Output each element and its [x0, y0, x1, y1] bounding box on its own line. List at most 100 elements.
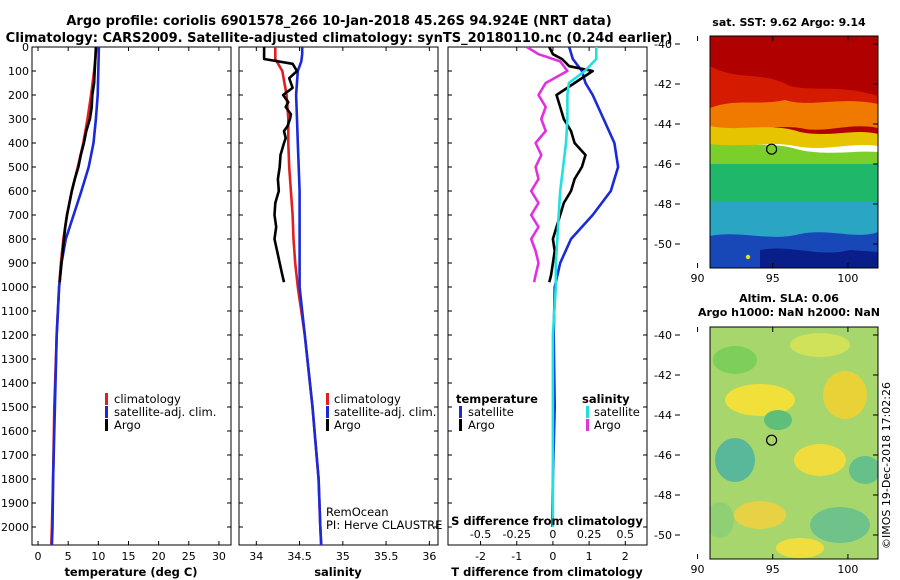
- x-tick-label: 34: [249, 550, 263, 563]
- difference-panel: -2 -1 0 1 2 -0.5 -0.25 0 0.25 0.5 T difference f…: [447, 46, 648, 579]
- salinity-x-ticks: 34 34.5 35 35.5 36: [249, 47, 436, 563]
- x-tick-label: 30: [212, 550, 226, 563]
- sst-band-coldest: [760, 248, 878, 268]
- map-lat-label: -50: [654, 529, 672, 542]
- map-lat-label: -46: [654, 158, 672, 171]
- sla-blob: [810, 507, 870, 543]
- series-line-argo: [262, 47, 299, 283]
- sst-map-frame: [709, 35, 879, 269]
- x-tick-label: 15: [121, 550, 135, 563]
- y-tick-label: 1400: [1, 377, 29, 390]
- s-difference-x-label: S difference from climatology: [451, 514, 643, 528]
- x-tick-label: 34.5: [287, 550, 312, 563]
- sst-band-green: [710, 144, 878, 168]
- sst-map-blank: [675, 36, 710, 268]
- legend-label-argo: Argo: [334, 418, 361, 432]
- imos-credit: ©IMOS 19-Dec-2018 17:02:26: [880, 382, 893, 549]
- x-tick-label: 0: [35, 550, 42, 563]
- legend-title-temperature: temperature: [456, 392, 538, 406]
- sla-blob: [764, 410, 792, 430]
- y-tick-label: 800: [8, 233, 29, 246]
- salinity-difference-ticks: -0.5 -0.25 0 0.25 0.5: [470, 528, 634, 541]
- sla-blob: [790, 333, 850, 357]
- sst-float-marker: [765, 143, 778, 155]
- map-lat-label: -42: [654, 369, 672, 382]
- legend-swatch-satellite: [326, 406, 329, 418]
- difference-y-ticks: [448, 46, 647, 528]
- legend-label-t-argo: Argo: [468, 418, 495, 432]
- difference-axes-frame: [447, 46, 648, 546]
- sst-band-cyan: [710, 202, 878, 238]
- map-lat-label: -48: [654, 198, 672, 211]
- sst-band-yellow: [710, 126, 878, 148]
- x-tick-label: 25: [182, 550, 196, 563]
- x-tick-label: 36: [422, 550, 436, 563]
- y-tick-label: 900: [8, 257, 29, 270]
- y-tick-label: 400: [8, 137, 29, 150]
- legend-swatch-climatology: [105, 393, 108, 405]
- salinity-legend: climatology satellite-adj. clim. Argo: [326, 392, 436, 432]
- sla-blob: [710, 502, 734, 538]
- sst-field: [710, 36, 878, 268]
- y-tick-label: 200: [8, 89, 29, 102]
- legend-swatch-s-argo: [586, 419, 589, 431]
- sla-blob: [823, 371, 867, 419]
- float-program-label: RemOcean: [326, 505, 389, 519]
- y-tick-label: 500: [8, 161, 29, 174]
- legend-swatch-climatology: [326, 393, 329, 405]
- series-line-s-satellite: [551, 47, 598, 527]
- y-tick-label: 0: [22, 41, 29, 54]
- salinity-panel: 34 34.5 35 35.5 36 salinity climatology sate…: [238, 46, 442, 579]
- x-tick-label: 35.5: [374, 550, 399, 563]
- series-line-argo: [58, 47, 98, 283]
- y-tick-label: 1800: [1, 473, 29, 486]
- s-tick-label: -0.5: [470, 528, 491, 541]
- y-tick-label: 1300: [1, 353, 29, 366]
- legend-swatch-t-satellite: [459, 406, 462, 418]
- sst-band-teal: [710, 164, 878, 204]
- sst-map-title: sat. SST: 9.62 Argo: 9.14: [712, 16, 866, 29]
- map-lon-label: 90: [691, 272, 705, 285]
- map-lat-label: -42: [654, 78, 672, 91]
- x-tick-label: -1: [511, 550, 522, 563]
- sla-blob: [794, 444, 846, 476]
- y-tick-label: 1600: [1, 425, 29, 438]
- salinity-lines: [262, 47, 323, 545]
- map-lon-label: 95: [766, 563, 780, 576]
- sst-map-ticks: -40 -42 -44 -46 -48 -50 90 95 100: [654, 36, 878, 285]
- salinity-x-label: salinity: [314, 565, 362, 579]
- y-tick-label: 100: [8, 65, 29, 78]
- map-lat-label: -40: [654, 329, 672, 342]
- t-difference-x-label: T difference from climatology: [451, 565, 643, 579]
- legend-label-s-satellite: satellite: [594, 405, 640, 419]
- title-line-1: Argo profile: coriolis 6901578_266 10-Ja…: [66, 14, 611, 29]
- y-tick-label: 1700: [1, 449, 29, 462]
- float-pi-label: PI: Herve CLAUSTRE: [326, 518, 442, 532]
- x-tick-label: 35: [336, 550, 350, 563]
- temperature-legend: climatology satellite-adj. clim. Argo: [105, 392, 216, 432]
- legend-label-satellite: satellite-adj. clim.: [114, 405, 216, 419]
- temperature-x-label: temperature (deg C): [64, 565, 197, 579]
- x-tick-label: 5: [65, 550, 72, 563]
- s-tick-label: -0.25: [503, 528, 531, 541]
- series-line-satellite-adj-clim-: [50, 47, 101, 545]
- sla-blob: [725, 384, 795, 416]
- map-lat-label: -50: [654, 238, 672, 251]
- series-line-satellite-adj-clim-: [294, 47, 323, 545]
- temperature-panel: 0 5 10 15 20 25 30 0 100 200 300 400 500 600 700 800 90…: [1, 41, 232, 579]
- sla-map-blank: [675, 327, 710, 559]
- temperature-lines: [50, 47, 101, 545]
- y-tick-label: 1900: [1, 497, 29, 510]
- x-tick-label: 2: [622, 550, 629, 563]
- sla-blob: [713, 346, 757, 374]
- sla-map-panel: Altim. SLA: 0.06 Argo h1000: NaN h2000: …: [654, 292, 880, 576]
- sst-band-front: [710, 66, 878, 111]
- map-lat-label: -44: [654, 409, 672, 422]
- y-tick-label: 300: [8, 113, 29, 126]
- legend-label-climatology: climatology: [114, 392, 181, 406]
- y-tick-label: 1000: [1, 281, 29, 294]
- y-tick-label: 1500: [1, 401, 29, 414]
- sla-map-title: Altim. SLA: 0.06: [739, 292, 839, 305]
- s-tick-label: 0.5: [617, 528, 635, 541]
- map-lon-label: 100: [837, 563, 858, 576]
